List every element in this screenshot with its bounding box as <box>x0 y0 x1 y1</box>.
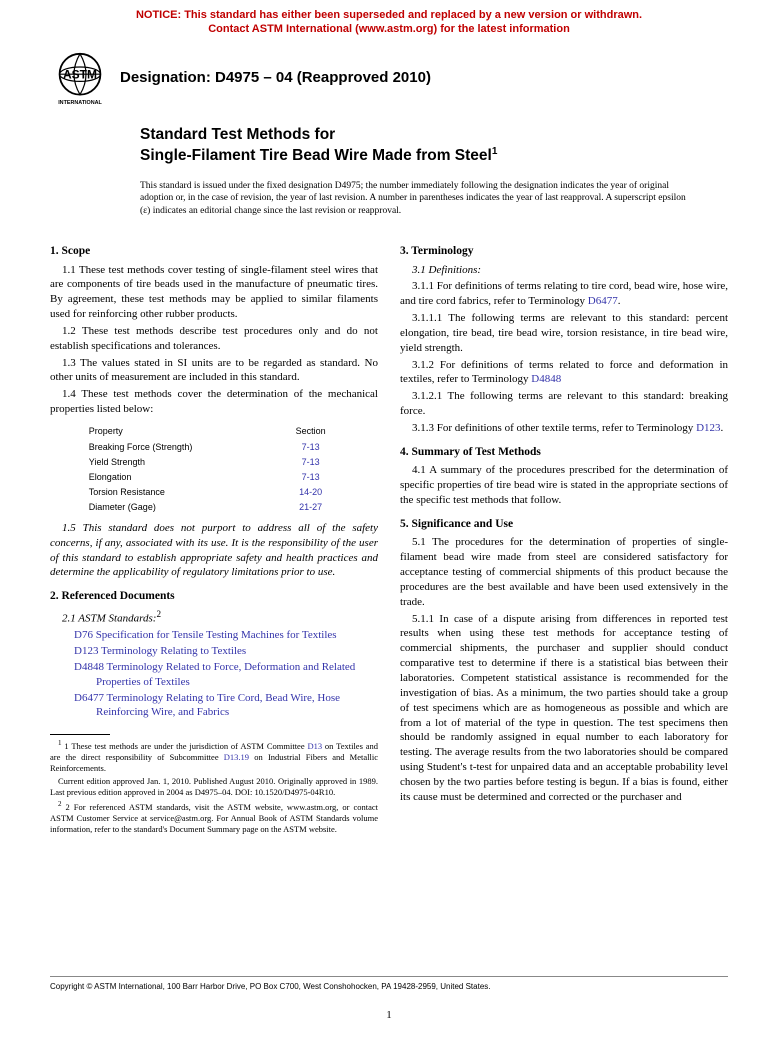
sig-head: 5. Significance and Use <box>400 517 728 533</box>
right-column: 3. Terminology 3.1 Definitions: 3.1.1 Fo… <box>400 235 728 837</box>
th-prop: Property <box>85 424 276 438</box>
notice-line1: NOTICE: This standard has either been su… <box>136 9 642 21</box>
footnote-2: 2 2 For referenced ASTM standards, visit… <box>50 800 378 835</box>
ref-link[interactable]: D4848 Terminology Related to Force, Defo… <box>62 660 378 690</box>
table-row: Elongation7-13 <box>85 470 343 483</box>
scope-p1: 1.1 These test methods cover testing of … <box>50 263 378 322</box>
notice-line2: Contact ASTM International (www.astm.org… <box>208 23 570 35</box>
table-row: Yield Strength7-13 <box>85 455 343 468</box>
inline-link[interactable]: D4848 <box>531 373 561 385</box>
astm-logo: ASTM INTERNATIONAL <box>50 49 110 109</box>
page-number: 1 <box>0 1008 778 1023</box>
title-block: Standard Test Methods for Single-Filamen… <box>0 119 778 172</box>
term-sub: 3.1 Definitions: <box>400 263 728 278</box>
issued-note: This standard is issued under the fixed … <box>0 172 778 229</box>
scope-p4: 1.4 These test methods cover the determi… <box>50 387 378 417</box>
content-columns: 1. Scope 1.1 These test methods cover te… <box>0 229 778 837</box>
header-row: ASTM INTERNATIONAL Designation: D4975 – … <box>0 41 778 119</box>
th-sec: Section <box>278 424 343 438</box>
svg-text:INTERNATIONAL: INTERNATIONAL <box>58 100 102 106</box>
footnote-1: 1 1 These test methods are under the jur… <box>50 739 378 774</box>
term-p1: 3.1.1 For definitions of terms relating … <box>400 279 728 309</box>
inline-link[interactable]: D123 <box>696 422 720 434</box>
left-column: 1. Scope 1.1 These test methods cover te… <box>50 235 378 837</box>
document-title: Standard Test Methods for Single-Filamen… <box>140 125 728 166</box>
term-p5: 3.1.3 For definitions of other textile t… <box>400 421 728 436</box>
term-p2: 3.1.1.1 The following terms are relevant… <box>400 311 728 356</box>
copyright: Copyright © ASTM International, 100 Barr… <box>50 976 728 993</box>
svg-text:ASTM: ASTM <box>63 67 97 81</box>
sig-p2: 5.1.1 In case of a dispute arising from … <box>400 612 728 805</box>
fn-link[interactable]: D13 <box>307 741 322 751</box>
term-head: 3. Terminology <box>400 244 728 260</box>
summary-head: 4. Summary of Test Methods <box>400 445 728 461</box>
scope-p5: 1.5 This standard does not purport to ad… <box>50 521 378 580</box>
inline-link[interactable]: D6477 <box>588 295 618 307</box>
footnote-1b: Current edition approved Jan. 1, 2010. P… <box>50 776 378 798</box>
footnote-rule <box>50 734 110 735</box>
title-line2: Single-Filament Tire Bead Wire Made from… <box>140 147 492 164</box>
refs-head: 2. Referenced Documents <box>50 589 378 605</box>
summary-p1: 4.1 A summary of the procedures prescrib… <box>400 463 728 508</box>
property-table: PropertySection Breaking Force (Strength… <box>83 422 345 516</box>
table-row: Torsion Resistance14-20 <box>85 486 343 499</box>
title-line1: Standard Test Methods for <box>140 126 335 143</box>
ref-link[interactable]: D76 Specification for Tensile Testing Ma… <box>62 628 378 643</box>
table-row: Diameter (Gage)21-27 <box>85 501 343 514</box>
refs-sub: 2.1 ASTM Standards:2 <box>50 608 378 627</box>
title-sup: 1 <box>492 146 498 157</box>
term-p4: 3.1.2.1 The following terms are relevant… <box>400 389 728 419</box>
fn-link[interactable]: D13.19 <box>224 752 249 762</box>
table-row: Breaking Force (Strength)7-13 <box>85 440 343 453</box>
scope-p2: 1.2 These test methods describe test pro… <box>50 324 378 354</box>
ref-link[interactable]: D123 Terminology Relating to Textiles <box>62 644 378 659</box>
ref-link[interactable]: D6477 Terminology Relating to Tire Cord,… <box>62 691 378 721</box>
sig-p1: 5.1 The procedures for the determination… <box>400 535 728 609</box>
scope-p3: 1.3 The values stated in SI units are to… <box>50 356 378 386</box>
notice-banner: NOTICE: This standard has either been su… <box>0 0 778 41</box>
scope-head: 1. Scope <box>50 244 378 260</box>
designation: Designation: D4975 – 04 (Reapproved 2010… <box>120 68 431 88</box>
term-p3: 3.1.2 For definitions of terms related t… <box>400 358 728 388</box>
